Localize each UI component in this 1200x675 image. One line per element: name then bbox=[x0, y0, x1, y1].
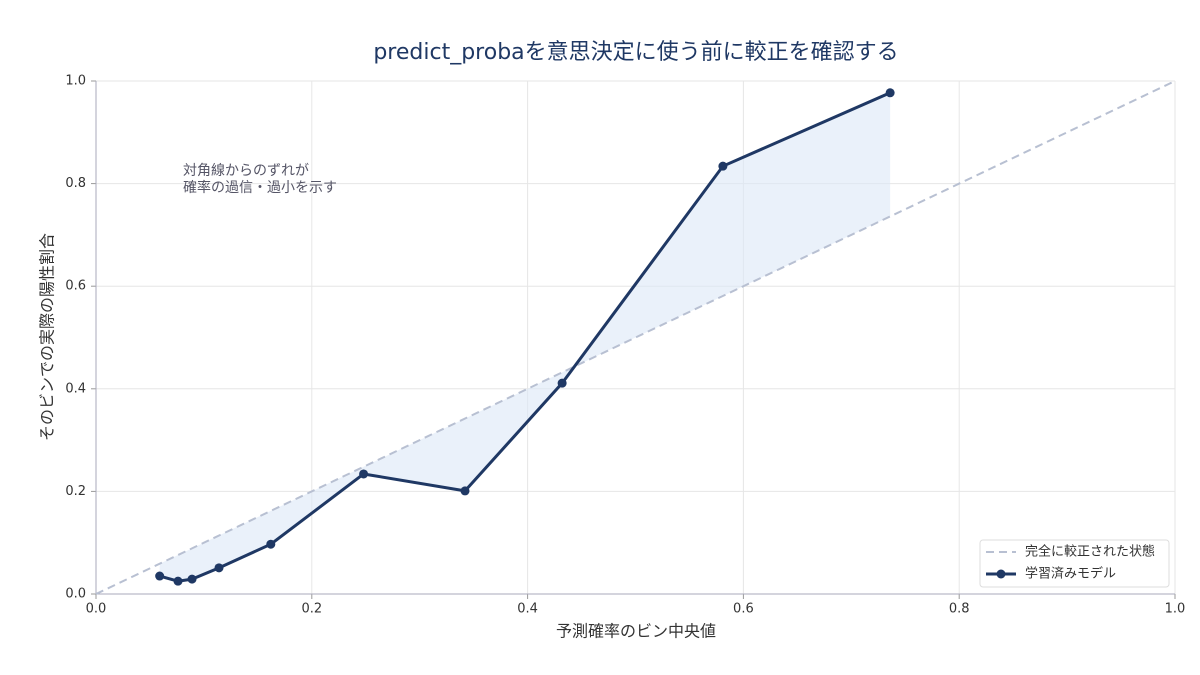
point bbox=[885, 88, 895, 98]
x-tick-label: 0.0 bbox=[86, 602, 107, 617]
annotation: 確率の過信・過小を示す bbox=[183, 179, 337, 196]
chart-title: predict_probaを意思決定に使う前に較正を確認する bbox=[373, 40, 898, 65]
point bbox=[557, 378, 567, 388]
legend-label: 学習済みモデル bbox=[1025, 566, 1116, 582]
point bbox=[359, 469, 369, 479]
x-tick-label: 0.6 bbox=[733, 602, 754, 617]
y-axis-label: そのビンでの実際の陽性割合 bbox=[38, 233, 57, 441]
x-tick-label: 1.0 bbox=[1165, 602, 1186, 617]
legend-box bbox=[979, 539, 1170, 588]
point bbox=[214, 563, 224, 573]
y-tick-label: 1.0 bbox=[65, 74, 86, 89]
annotation: 対角線からのずれが bbox=[183, 163, 309, 179]
x-tick-label: 0.8 bbox=[949, 602, 970, 617]
point bbox=[187, 574, 197, 584]
point bbox=[173, 576, 183, 586]
y-tick-label: 0.2 bbox=[65, 484, 86, 499]
legend-label: 完全に較正された状態 bbox=[1025, 544, 1155, 560]
series-line bbox=[159, 91, 891, 583]
legend-marker bbox=[996, 569, 1006, 579]
point bbox=[460, 486, 470, 496]
y-tick-label: 0.4 bbox=[65, 381, 86, 396]
y-tick-label: 0.6 bbox=[65, 279, 86, 294]
y-tick-label: 0.0 bbox=[65, 587, 86, 602]
y-tick-label: 0.8 bbox=[65, 176, 86, 191]
point bbox=[718, 161, 728, 171]
x-axis-label: 予測確率のビン中央値 bbox=[556, 622, 716, 641]
point bbox=[266, 539, 276, 549]
x-tick-label: 0.4 bbox=[517, 602, 538, 617]
point bbox=[155, 571, 165, 581]
x-tick-label: 0.2 bbox=[301, 602, 322, 617]
calibration-gap bbox=[159, 92, 891, 582]
series-line bbox=[95, 80, 1176, 595]
